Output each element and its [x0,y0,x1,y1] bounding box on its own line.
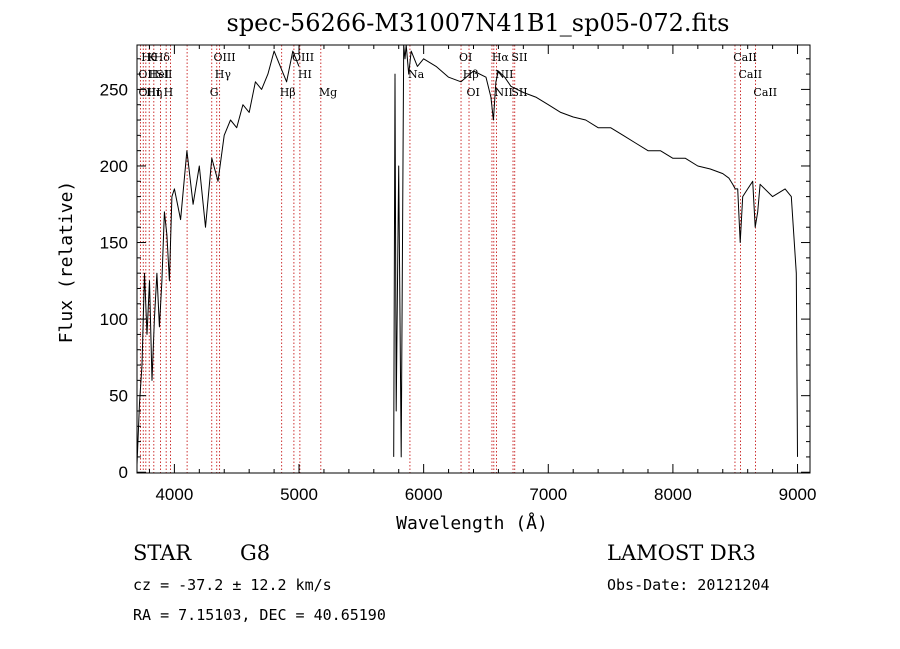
y-axis-label: Flux (relative) [56,181,77,344]
x-tick-label-4000: 4000 [155,485,193,504]
line-label-13: HI [298,68,312,81]
y-tick-label-150: 150 [100,234,128,253]
flux-line-segment-0 [136,50,300,465]
y-tick-label-50: 50 [109,387,128,406]
obs-date: Obs-Date: 20121204 [607,576,770,594]
plot-frame [136,44,811,474]
line-label-23: Na [408,68,425,81]
y-tick-label-0: 0 [119,463,128,482]
line-label-5: OI [459,51,472,64]
line-label-19: H [164,86,174,99]
x-axis-ticks: 4000 5000 6000 7000 8000 9000 [148,45,817,504]
line-label-0: Hθ [141,51,158,64]
line-label-24: OI [467,86,480,99]
subclass: G8 [240,541,270,565]
line-label-18: Hη [146,86,162,99]
line-label-20: G [210,86,219,99]
line-label-7: SII [511,51,527,64]
y-tick-label-200: 200 [100,157,128,176]
line-label-4: OIII [292,51,314,64]
line-label-16: CaII [738,68,762,81]
line-label-11: SII [156,68,172,81]
flux-line-segment-1 [393,44,798,458]
line-label-14: Hβ [463,68,479,81]
object-type: STAR [133,541,192,565]
line-label-26: SII [511,86,527,99]
line-markers [139,45,756,473]
line-label-27: CaII [753,86,777,99]
line-label-3: OIII [214,51,236,64]
line-label-9: OII [138,68,156,81]
y-axis-ticks: 0 50 100 150 200 250 [100,58,810,482]
coordinates: RA = 7.15103, DEC = 40.65190 [133,606,386,624]
x-tick-label-8000: 8000 [654,485,692,504]
line-label-2: Hδ [154,51,171,64]
x-tick-label-9000: 9000 [779,485,817,504]
redshift-text: cz = -37.2 ± 12.2 km/s [133,576,332,594]
line-label-10: HeI [149,68,169,81]
y-tick-label-250: 250 [100,80,128,99]
line-label-21: Hβ [280,86,296,99]
line-label-6: Hα [492,51,510,64]
line-label-8: CaII [733,51,757,64]
x-tick-label-5000: 5000 [280,485,318,504]
flux-series [136,44,798,465]
line-label-25: NII [495,86,513,99]
x-tick-label-6000: 6000 [405,485,443,504]
plot-area: 4000 5000 6000 7000 8000 9000 0 50 100 150 200 250… [100,44,817,504]
line-label-17: OIII [138,86,160,99]
line-label-1: K [147,51,156,64]
x-tick-label-7000: 7000 [529,485,567,504]
y-tick-label-100: 100 [100,310,128,329]
x-axis-label: Wavelength (Å) [396,512,548,534]
line-label-12: Hγ [215,68,232,81]
line-label-22: Mg [319,86,337,99]
chart-title: spec-56266-M31007N41B1_sp05-072.fits [227,9,730,37]
line-label-15: NII [495,68,513,81]
survey-name: LAMOST DR3 [607,541,756,565]
